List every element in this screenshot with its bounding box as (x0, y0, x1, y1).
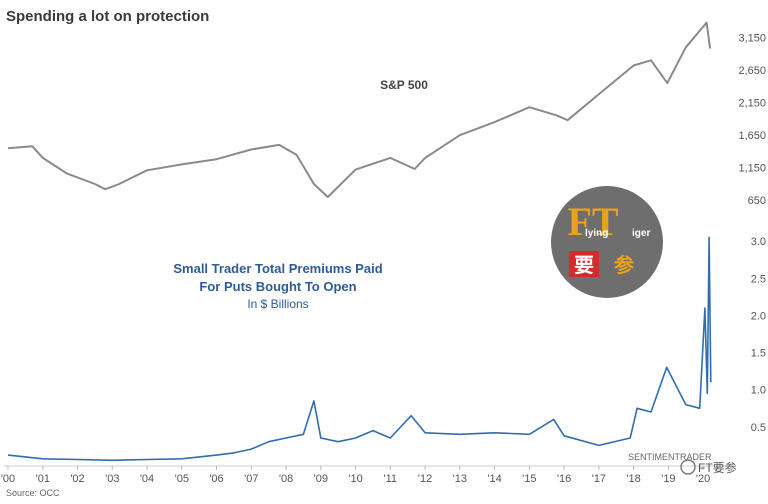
x-tick-label: '02 (70, 473, 84, 485)
put-premiums-line (7, 236, 712, 462)
sp500-line (7, 21, 712, 198)
x-tick-label: '08 (279, 473, 293, 485)
put-premiums-y-tick-label: 3.0 (751, 236, 766, 248)
x-tick-label: '15 (522, 473, 536, 485)
x-tick-label: '04 (140, 473, 154, 485)
put-premiums-y-tick-label: 2.0 (751, 310, 766, 322)
sp500-y-tick-label: 1,150 (738, 163, 766, 175)
x-tick-label: '14 (487, 473, 501, 485)
logo-can-text: 参 (614, 253, 634, 277)
credit-note: SENTIMENTRADER (628, 452, 712, 462)
x-tick-label: '12 (418, 473, 432, 485)
sp500-y-tick-label: 1,650 (738, 130, 766, 142)
x-tick-label: '07 (244, 473, 258, 485)
put-premiums-y-tick-label: 1.0 (751, 385, 766, 397)
wechat-icon (680, 459, 696, 475)
logo-lying-text: lying (585, 228, 608, 239)
put-premiums-label-line1: Small Trader Total Premiums Paid (173, 261, 382, 276)
flying-tiger-logo: FT lying iger 要 参 (551, 186, 663, 298)
logo-yao-text: 要 (574, 253, 594, 277)
sp500-y-tick-label: 650 (748, 195, 766, 207)
put-premiums-y-tick-label: 2.5 (751, 273, 766, 285)
x-tick-label: '06 (209, 473, 223, 485)
sp500-y-tick-label: 2,650 (738, 65, 766, 77)
x-tick-label: '13 (453, 473, 467, 485)
x-tick-label: '17 (592, 473, 606, 485)
put-premiums-y-axis: 0.5 1.0 1.5 2.0 2.5 3.0 (751, 236, 766, 434)
put-premiums-unit-label: In $ Billions (247, 297, 308, 311)
x-tick-label: '20 (696, 473, 710, 485)
x-tick-label: '00 (1, 473, 15, 485)
put-premiums-label-line2: For Puts Bought To Open (199, 279, 356, 294)
x-tick-label: '01 (36, 473, 50, 485)
source-note: Source: OCC (6, 488, 60, 498)
x-axis: '00 '01 '02 '03 '04 '05 '06 '07 '08 '09 '10 '11 '12 '… (1, 466, 710, 485)
x-tick-label: '11 (384, 473, 398, 485)
x-tick-label: '16 (557, 473, 571, 485)
logo-ft-text: FT (567, 199, 618, 244)
sp500-y-tick-label: 3,150 (738, 33, 766, 45)
x-tick-label: '03 (105, 473, 119, 485)
chart-title: Spending a lot on protection (6, 8, 209, 25)
sp500-label: S&P 500 (380, 78, 428, 92)
logo-iger-text: iger (632, 228, 650, 239)
put-premiums-panel: 0.5 1.0 1.5 2.0 2.5 3.0 Small Trader Total Pr… (7, 236, 766, 462)
x-tick-label: '05 (175, 473, 189, 485)
wechat-watermark: FT要参 (680, 459, 737, 475)
wechat-watermark-text: FT要参 (698, 460, 737, 475)
put-premiums-y-tick-label: 1.5 (751, 348, 766, 360)
sp500-y-tick-label: 2,150 (738, 98, 766, 110)
put-premiums-y-tick-label: 0.5 (751, 422, 766, 434)
x-tick-label: '09 (314, 473, 328, 485)
x-tick-label: '18 (626, 473, 640, 485)
x-tick-label: '19 (661, 473, 675, 485)
x-tick-label: '10 (348, 473, 362, 485)
sp500-y-axis: 650 1,150 1,650 2,150 2,650 3,150 (738, 33, 766, 208)
sp500-panel: 650 1,150 1,650 2,150 2,650 3,150 S&P 500 (7, 21, 766, 208)
